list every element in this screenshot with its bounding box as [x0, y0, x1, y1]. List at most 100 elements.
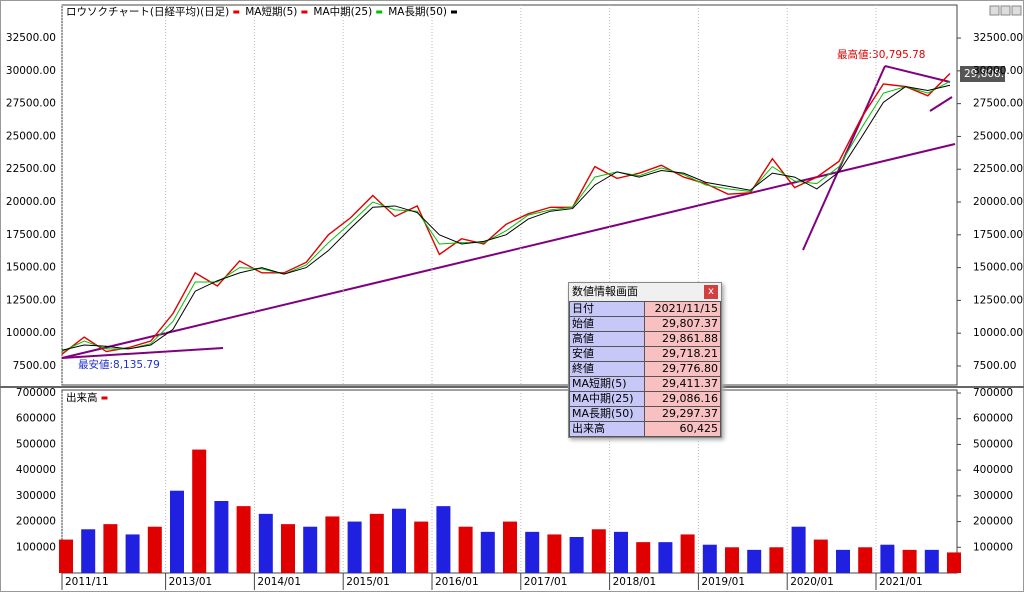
x-tick-label: 2015/01: [346, 576, 390, 588]
ma-line: [61, 80, 951, 353]
label: 高値: [569, 331, 645, 347]
y-tick-label: 100000: [16, 541, 56, 553]
data-window[interactable]: 数値情報画面 x 日付 2021/11/15 始値 29,807.37 高値 29,861.…: [568, 282, 722, 438]
x-tick-label: 2019/01: [701, 576, 745, 588]
volume-bar: [924, 549, 939, 573]
y-tick-label-right: 600000: [973, 413, 1013, 425]
row: 終値 29,776.80: [569, 361, 721, 377]
row: 高値 29,861.88: [569, 331, 721, 347]
volume-bar: [747, 549, 762, 573]
y-tick-label: 27500.00: [6, 98, 56, 110]
y-tick-label-right: 32500.00: [973, 32, 1023, 44]
title: 数値情報画面: [572, 285, 638, 298]
volume-bar: [791, 526, 806, 573]
y-tick-label: 25000.00: [6, 130, 56, 142]
volume-bar: [480, 531, 495, 573]
volume-bar: [547, 534, 562, 573]
label: 日付: [569, 301, 645, 317]
legend-label: 出来高: [66, 391, 98, 404]
volume-bar: [503, 521, 517, 573]
y-tick-label-right: 17500.00: [973, 229, 1023, 241]
y-tick-label-right: 20000.00: [973, 196, 1023, 208]
y-tick-label: 12500.00: [6, 294, 56, 306]
volume-bar: [458, 526, 473, 573]
row: 安値 29,718.21: [569, 346, 721, 362]
volume-bar: [281, 524, 295, 573]
y-tick-label: 700000: [16, 387, 56, 399]
legend-marker: [233, 10, 240, 14]
volume-bar: [525, 531, 540, 573]
y-tick-label-right: 300000: [973, 490, 1013, 502]
volume-bar: [658, 542, 673, 573]
legend-marker: [451, 10, 457, 14]
legend-label: MA長期(50): [388, 6, 447, 18]
row: 始値 29,807.37: [569, 316, 721, 332]
volume-bar: [303, 526, 318, 573]
y-tick-label: 7500.00: [13, 360, 56, 372]
value: 29,297.37: [644, 406, 721, 422]
y-tick-label: 600000: [16, 413, 56, 425]
volume-bar: [614, 531, 628, 573]
row: 日付 2021/11/15: [569, 301, 721, 317]
legend-label: MA中期(25): [313, 5, 372, 18]
x-tick-label: 2020/01: [790, 576, 834, 588]
volume-bar: [858, 547, 873, 573]
legend-marker: [376, 10, 383, 14]
low-annotation: 最安値:8,135.79: [78, 358, 160, 371]
close-button[interactable]: x: [704, 285, 718, 299]
trend-line: [61, 347, 224, 359]
y-tick-label: 500000: [16, 438, 56, 450]
label: 始値: [569, 316, 645, 332]
y-tick-label: 400000: [16, 464, 56, 476]
data-table: 日付 2021/11/15 始値 29,807.37 高値 29,861.88 安値 29,7…: [569, 301, 721, 437]
last-price-box: [960, 66, 1005, 82]
volume-bar: [636, 542, 651, 573]
volume-bar: [369, 513, 384, 573]
y-tick-label: 22500.00: [6, 163, 56, 175]
ma-line: [61, 84, 951, 351]
volume-bar: [836, 549, 850, 573]
x-tick-label: 2011/11: [65, 576, 109, 588]
volume-bar: [902, 549, 917, 573]
volume-bar: [725, 547, 739, 573]
trend-line: [61, 143, 956, 359]
volume-bar: [192, 449, 207, 573]
volume-bar: [81, 529, 96, 573]
volume-bar: [325, 516, 340, 573]
y-tick-label-right: 22500.00: [973, 163, 1023, 175]
volume-bar: [769, 547, 784, 573]
value: 60,425: [644, 421, 721, 437]
label: 安値: [569, 346, 645, 362]
last-price: 29,808.12: [964, 68, 1017, 80]
y-tick-label: 15000.00: [6, 262, 56, 274]
volume-bar: [236, 506, 251, 573]
value: 29,411.37: [644, 376, 721, 392]
row: 出来高 60,425: [569, 421, 721, 437]
y-tick-label-right: 12500.00: [973, 294, 1023, 306]
label: MA中期(25): [569, 391, 645, 407]
y-tick-label-right: 7500.00: [973, 360, 1016, 372]
volume-bar: [880, 544, 895, 573]
row: MA中期(25) 29,086.16: [569, 391, 721, 407]
y-tick-label: 20000.00: [6, 196, 56, 208]
y-tick-label-right: 27500.00: [973, 98, 1023, 110]
value: 29,086.16: [644, 391, 721, 407]
y-tick-label: 10000.00: [6, 327, 56, 339]
label: 終値: [569, 361, 645, 377]
value: 29,776.80: [644, 361, 721, 377]
y-tick-label-right: 400000: [973, 464, 1013, 476]
value: 29,861.88: [644, 331, 721, 347]
data-window-title: 数値情報画面 x: [569, 283, 721, 301]
legend-marker: [101, 396, 108, 400]
volume-bar: [569, 537, 584, 573]
row: MA短期(5) 29,411.37: [569, 376, 721, 392]
x-tick-label: 2021/01: [879, 576, 923, 588]
window-buttons[interactable]: [989, 5, 1022, 16]
volume-bar: [414, 521, 429, 573]
y-tick-label: 200000: [16, 516, 56, 528]
trend-line: [884, 65, 951, 83]
y-tick-label-right: 700000: [973, 387, 1013, 399]
volume-bar: [436, 506, 451, 573]
